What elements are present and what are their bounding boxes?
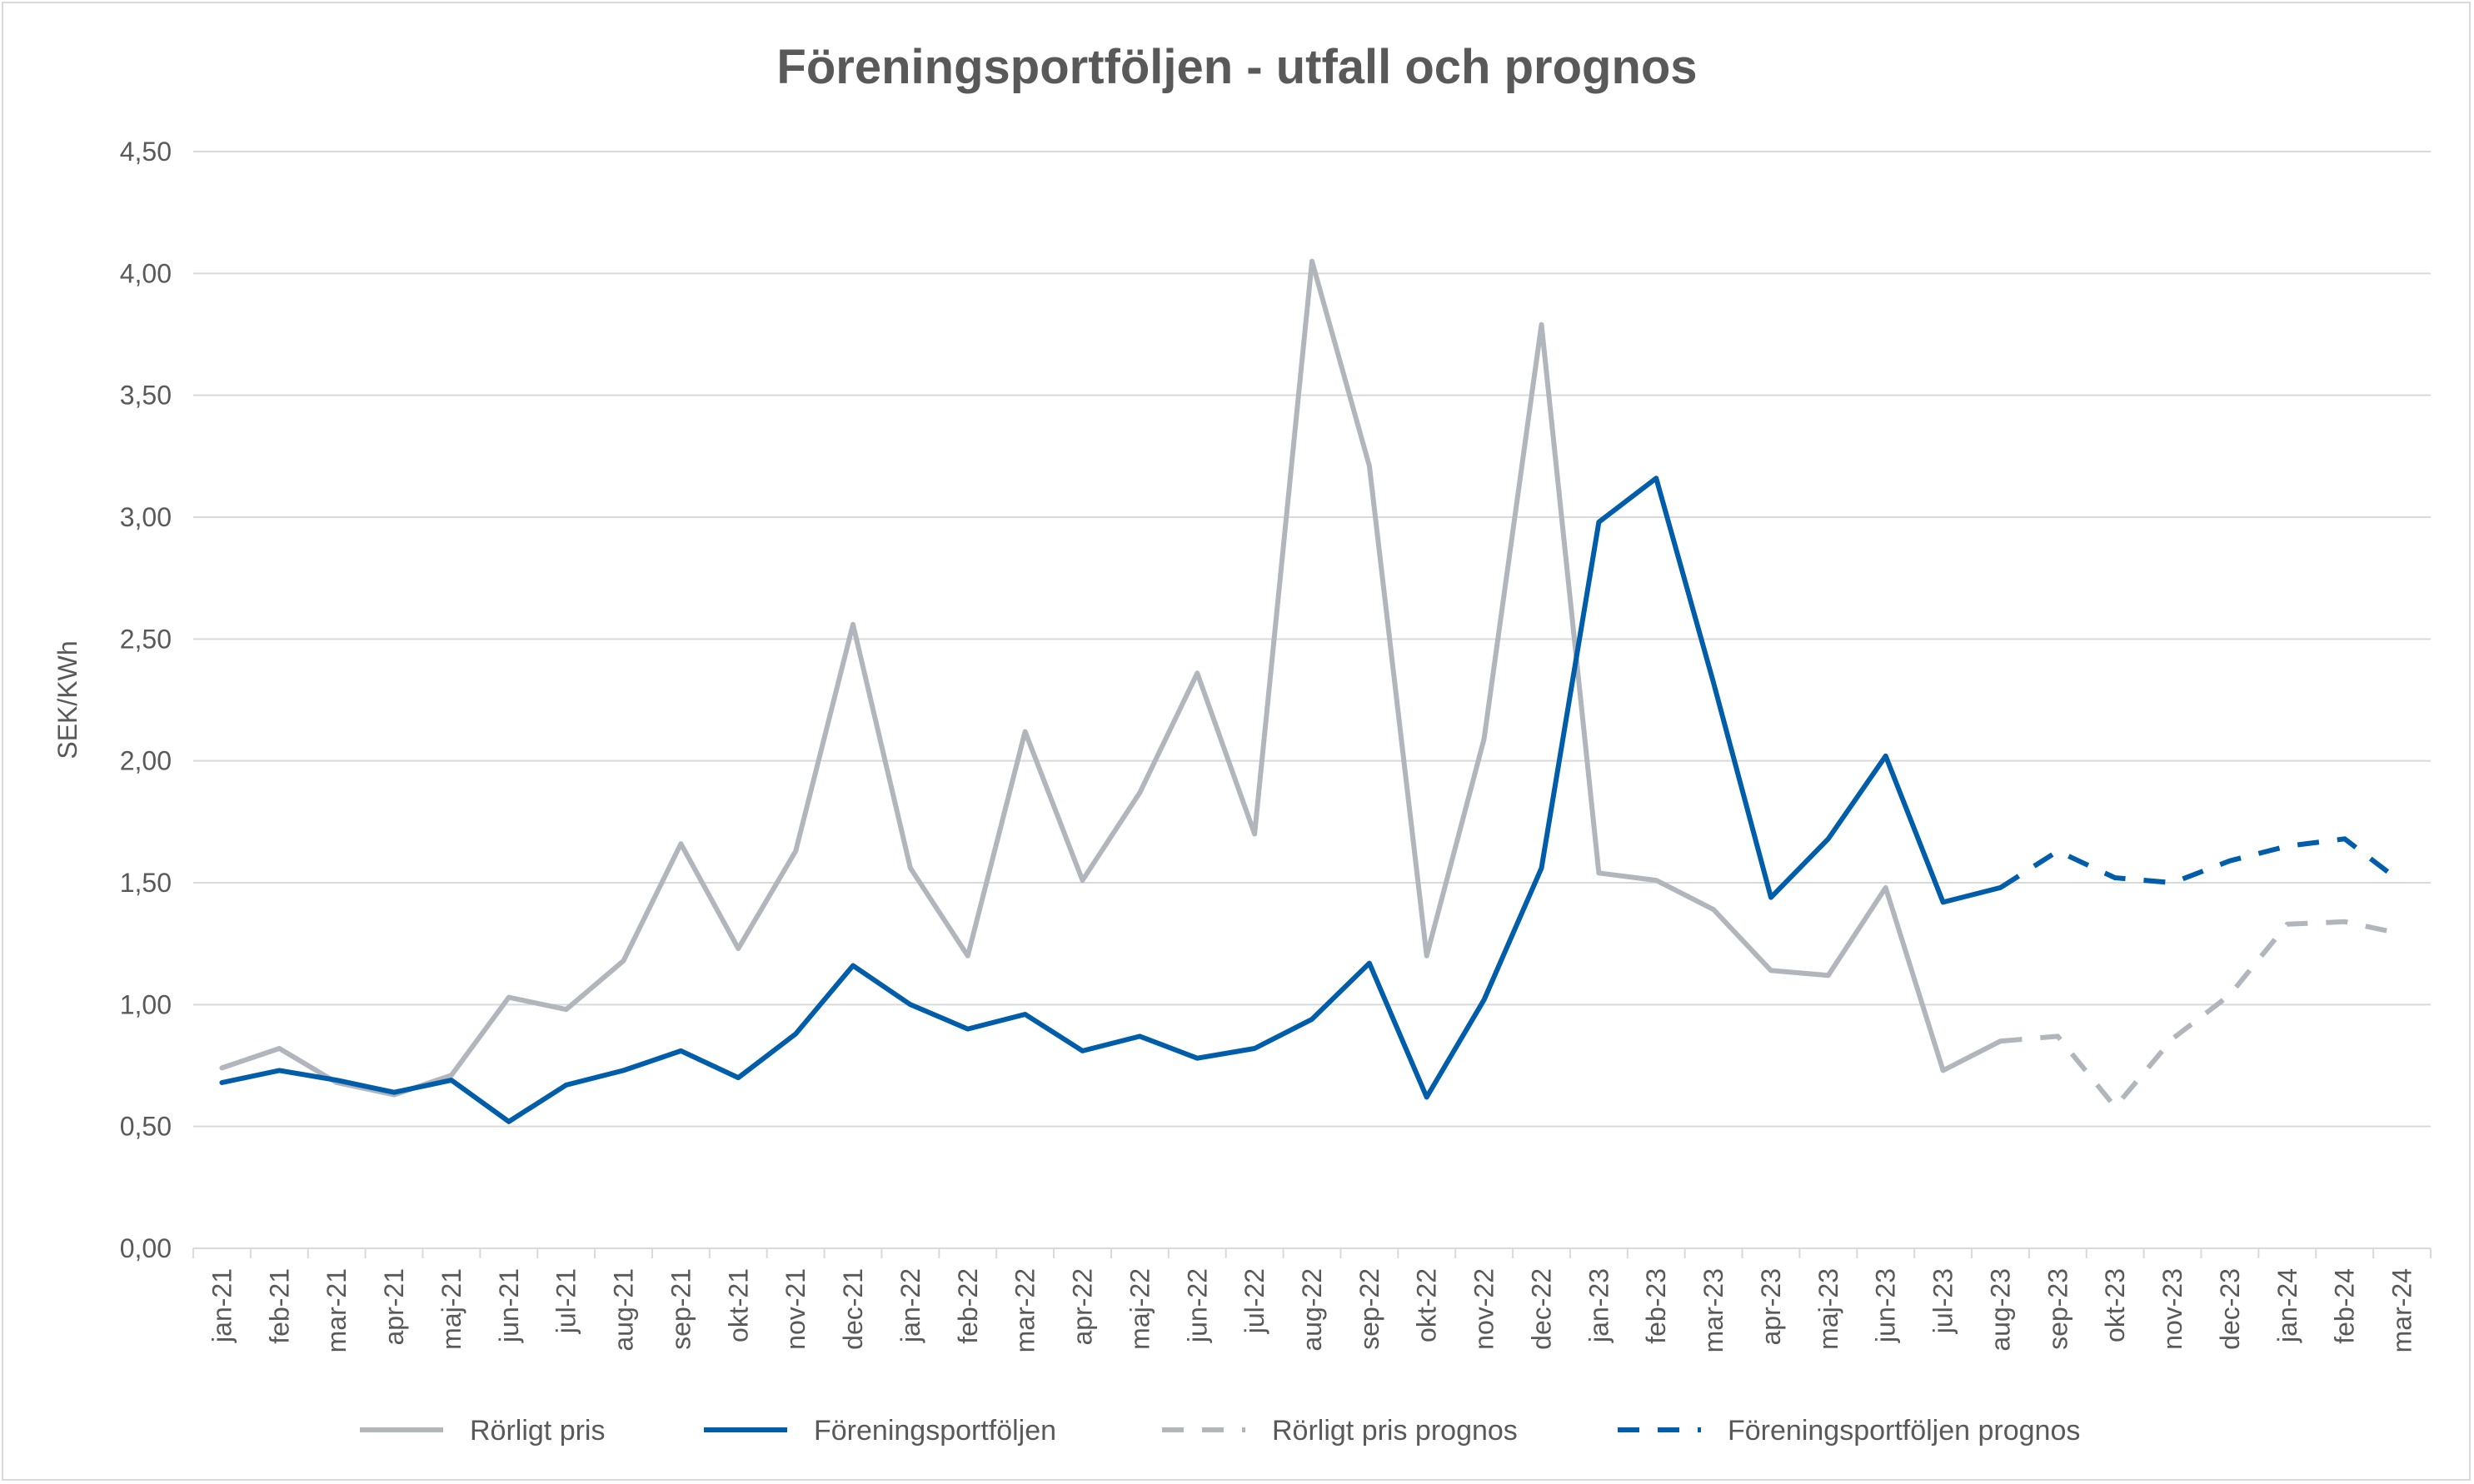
y-tick-label: 4,50 bbox=[120, 137, 172, 167]
legend-label: Föreningsportföljen bbox=[814, 1415, 1056, 1447]
x-tick-label: jul-22 bbox=[1239, 1268, 1269, 1334]
x-axis-ticks: jan-21 feb-21 mar-21 apr-21 maj-21 jun-21 jul-… bbox=[207, 1268, 2417, 1352]
x-tick-label: jan-21 bbox=[207, 1268, 237, 1343]
x-tick-label: apr-23 bbox=[1756, 1268, 1786, 1346]
x-tick-label: jan-22 bbox=[895, 1268, 925, 1343]
legend-label: Rörligt pris bbox=[470, 1415, 605, 1447]
y-tick-label: 3,00 bbox=[120, 502, 172, 532]
x-tick-label: aug-22 bbox=[1297, 1268, 1327, 1352]
x-tick-label: jan-23 bbox=[1584, 1268, 1614, 1343]
y-tick-label: 0,00 bbox=[120, 1233, 172, 1263]
series-line-f-reningsportf-ljen-prognos bbox=[1998, 836, 2404, 890]
x-tick-label: feb-22 bbox=[953, 1268, 983, 1344]
y-tick-label: 3,50 bbox=[120, 381, 172, 411]
series-line-f-reningsportf-ljen bbox=[219, 476, 2003, 1124]
x-tick-label: jul-23 bbox=[1928, 1268, 1958, 1334]
grid-lines bbox=[192, 151, 2432, 1258]
x-tick-label: jun-21 bbox=[494, 1268, 524, 1343]
y-tick-label: 2,00 bbox=[120, 746, 172, 776]
x-tick-label: dec-22 bbox=[1526, 1268, 1556, 1350]
x-tick-label: mar-21 bbox=[322, 1268, 352, 1352]
x-tick-label: jul-21 bbox=[551, 1268, 581, 1334]
y-tick-label: 1,50 bbox=[120, 868, 172, 898]
x-tick-label: okt-21 bbox=[723, 1268, 753, 1342]
x-tick-label: dec-23 bbox=[2215, 1268, 2245, 1350]
x-tick-label: feb-23 bbox=[1641, 1268, 1671, 1344]
x-tick-label: apr-21 bbox=[379, 1268, 409, 1346]
x-tick-label: sep-23 bbox=[2043, 1268, 2072, 1350]
x-tick-label: nov-23 bbox=[2157, 1268, 2187, 1350]
series-lines bbox=[219, 258, 2404, 1124]
x-tick-label: feb-24 bbox=[2330, 1268, 2360, 1344]
x-tick-label: jun-22 bbox=[1182, 1268, 1212, 1343]
x-tick-label: maj-22 bbox=[1125, 1268, 1155, 1350]
legend-label: Föreningsportföljen prognos bbox=[1728, 1415, 2080, 1447]
y-tick-label: 0,50 bbox=[120, 1112, 172, 1142]
x-tick-label: maj-23 bbox=[1813, 1268, 1843, 1350]
chart-title: Föreningsportföljen - utfall och prognos bbox=[776, 40, 1697, 94]
x-tick-label: jun-23 bbox=[1871, 1268, 1901, 1343]
y-axis-label: SEK/KWh bbox=[52, 640, 82, 759]
x-tick-label: aug-23 bbox=[1985, 1268, 2015, 1352]
legend: Rörligt pris Föreningsportföljen Rörligt p… bbox=[360, 1415, 2080, 1447]
x-tick-label: aug-21 bbox=[609, 1268, 639, 1352]
x-tick-label: apr-22 bbox=[1068, 1268, 1098, 1346]
y-tick-label: 2,50 bbox=[120, 624, 172, 654]
y-tick-label: 4,00 bbox=[120, 258, 172, 288]
x-tick-label: dec-21 bbox=[838, 1268, 868, 1350]
legend-label: Rörligt pris prognos bbox=[1272, 1415, 1518, 1447]
x-tick-label: mar-24 bbox=[2387, 1268, 2417, 1352]
x-tick-label: sep-22 bbox=[1354, 1268, 1384, 1350]
x-tick-label: sep-21 bbox=[666, 1268, 696, 1350]
x-tick-label: mar-22 bbox=[1010, 1268, 1040, 1352]
series-line-r-rligt-pris-prognos bbox=[2000, 919, 2403, 1110]
y-tick-label: 1,00 bbox=[120, 989, 172, 1019]
x-tick-label: jan-24 bbox=[2272, 1268, 2302, 1343]
x-tick-label: okt-23 bbox=[2100, 1268, 2130, 1342]
x-tick-label: maj-21 bbox=[436, 1268, 466, 1350]
x-tick-label: nov-21 bbox=[781, 1268, 811, 1350]
x-tick-label: feb-21 bbox=[264, 1268, 294, 1344]
y-axis-ticks: 0,00 0,50 1,00 1,50 2,00 2,50 3,00 3,50 4,00 4,50 bbox=[120, 137, 172, 1263]
series-line-r-rligt-pris bbox=[219, 258, 2003, 1098]
x-tick-label: okt-22 bbox=[1412, 1268, 1442, 1342]
x-tick-label: nov-22 bbox=[1469, 1268, 1499, 1350]
x-tick-label: mar-23 bbox=[1698, 1268, 1728, 1352]
